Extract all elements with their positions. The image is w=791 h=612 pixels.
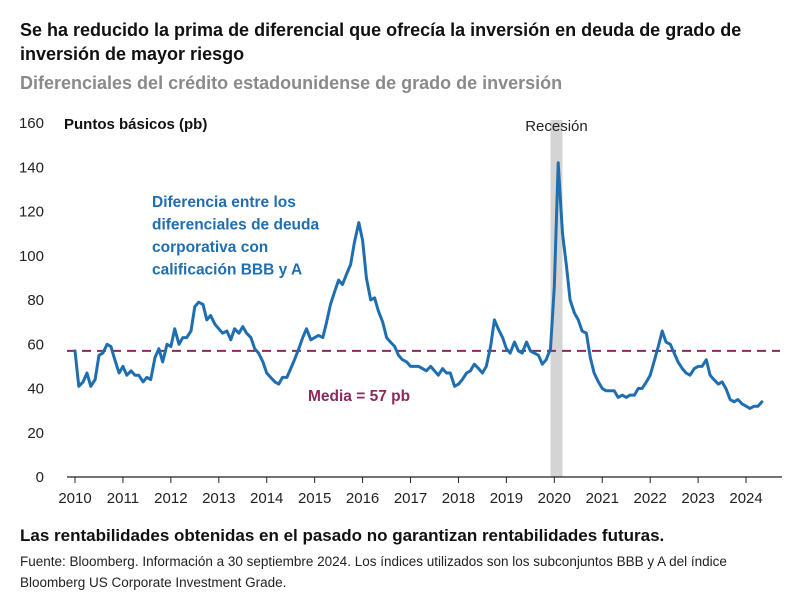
x-tick-label: 2023 bbox=[681, 490, 714, 507]
x-tick-label: 2014 bbox=[250, 490, 283, 507]
y-tick-label: 120 bbox=[19, 204, 44, 221]
spread-line-chart: Recesión 0 20 40 60 80 100 120 140 160 Puntos bá… bbox=[19, 115, 782, 507]
y-tick-label: 100 bbox=[19, 248, 44, 265]
x-tick-label: 2015 bbox=[298, 490, 331, 507]
y-axis-label: Puntos básicos (pb) bbox=[64, 116, 207, 133]
x-tick-label: 2018 bbox=[442, 490, 475, 507]
x-tick-label: 2019 bbox=[490, 490, 523, 507]
y-tick-label: 60 bbox=[27, 336, 44, 353]
recession-band bbox=[550, 120, 563, 477]
y-tick-label: 80 bbox=[27, 292, 44, 309]
x-tick-label: 2022 bbox=[633, 490, 666, 507]
x-tick-label: 2011 bbox=[107, 490, 139, 507]
mean-label: Media = 57 pb bbox=[308, 388, 410, 405]
chart-title: Se ha reducido la prima de diferencial q… bbox=[20, 20, 742, 64]
x-tick-label: 2010 bbox=[58, 490, 91, 507]
chart-subtitle: Diferenciales del crédito estadounidense… bbox=[20, 73, 563, 93]
recession-label: Recesión bbox=[525, 118, 588, 135]
x-tick-label: 2017 bbox=[394, 490, 427, 507]
y-tick-label: 40 bbox=[27, 381, 44, 398]
x-axis: 2010 2011 2012 2013 2014 2015 2016 2017 2018 2019… bbox=[58, 477, 763, 507]
x-tick-label: 2021 bbox=[586, 490, 619, 507]
x-tick-label: 2020 bbox=[538, 490, 571, 507]
x-tick-label: 2012 bbox=[154, 490, 187, 507]
y-tick-label: 20 bbox=[27, 425, 44, 442]
source-note: Fuente: Bloomberg. Información a 30 sept… bbox=[20, 554, 727, 590]
x-tick-label: 2016 bbox=[346, 490, 379, 507]
disclaimer: Las rentabilidades obtenidas en el pasad… bbox=[20, 526, 665, 545]
y-tick-label: 140 bbox=[19, 159, 44, 176]
y-axis: 0 20 40 60 80 100 120 140 160 bbox=[19, 115, 44, 486]
series-annotation: Diferencia entre los diferenciales de deu… bbox=[152, 194, 319, 279]
y-tick-label: 160 bbox=[19, 115, 44, 132]
y-tick-label: 0 bbox=[36, 469, 44, 486]
series-line bbox=[73, 161, 764, 410]
x-tick-label: 2013 bbox=[202, 490, 235, 507]
x-tick-label: 2024 bbox=[729, 490, 762, 507]
